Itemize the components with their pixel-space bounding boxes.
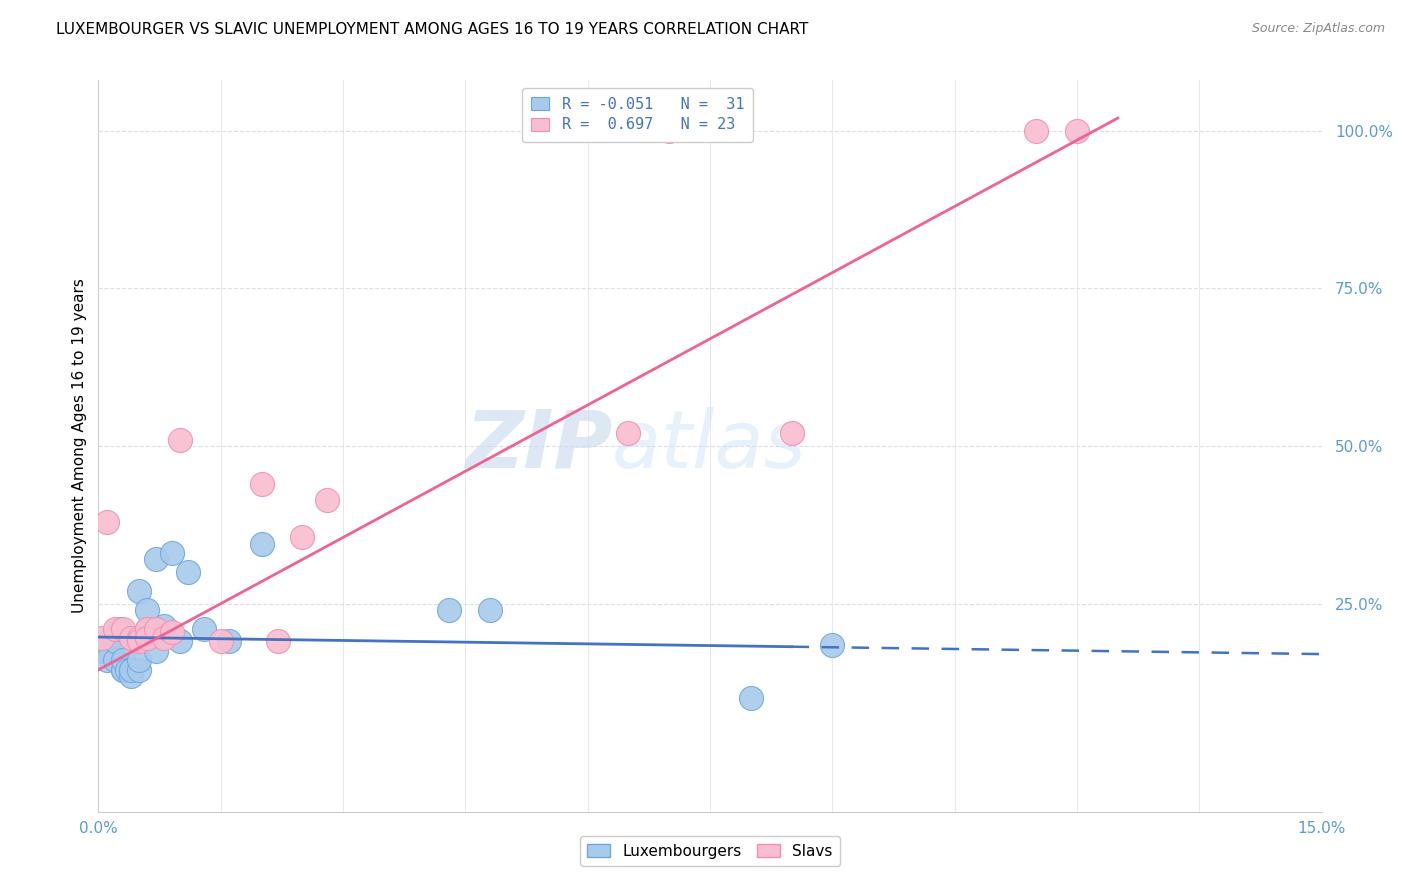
Point: [291, 530, 314, 544]
Point: [617, 426, 640, 441]
Point: [104, 653, 127, 667]
Point: [437, 603, 460, 617]
Point: [111, 653, 134, 667]
Point: [128, 663, 150, 677]
Point: [1066, 124, 1088, 138]
Point: [104, 622, 127, 636]
Point: [821, 638, 844, 652]
Point: [91, 632, 114, 646]
Point: [145, 644, 167, 658]
Point: [177, 565, 200, 579]
Point: [169, 433, 191, 447]
Point: [315, 492, 337, 507]
Point: [96, 515, 118, 529]
Point: [136, 622, 159, 636]
Point: [111, 622, 134, 636]
Point: [128, 632, 150, 646]
Point: [128, 653, 150, 667]
Point: [658, 124, 681, 138]
Point: [136, 622, 159, 636]
Point: [267, 634, 290, 648]
Legend: Luxembourgers, Slavs: Luxembourgers, Slavs: [579, 836, 841, 866]
Point: [160, 625, 183, 640]
Point: [169, 634, 191, 648]
Point: [1025, 124, 1047, 138]
Point: [250, 476, 273, 491]
Point: [120, 669, 142, 683]
Text: atlas: atlas: [612, 407, 807, 485]
Point: [250, 537, 273, 551]
Point: [111, 663, 134, 677]
Point: [152, 632, 174, 646]
Point: [152, 618, 174, 632]
Point: [91, 644, 114, 658]
Point: [100, 632, 122, 646]
Point: [108, 622, 131, 636]
Point: [128, 634, 150, 648]
Point: [160, 546, 183, 560]
Point: [780, 426, 803, 441]
Point: [136, 632, 159, 646]
Point: [104, 634, 127, 648]
Y-axis label: Unemployment Among Ages 16 to 19 years: Unemployment Among Ages 16 to 19 years: [72, 278, 87, 614]
Point: [209, 634, 232, 648]
Text: Source: ZipAtlas.com: Source: ZipAtlas.com: [1251, 22, 1385, 36]
Point: [478, 603, 501, 617]
Text: ZIP: ZIP: [465, 407, 612, 485]
Point: [740, 691, 762, 706]
Text: LUXEMBOURGER VS SLAVIC UNEMPLOYMENT AMONG AGES 16 TO 19 YEARS CORRELATION CHART: LUXEMBOURGER VS SLAVIC UNEMPLOYMENT AMON…: [56, 22, 808, 37]
Point: [111, 663, 134, 677]
Point: [128, 584, 150, 599]
Point: [120, 663, 142, 677]
Point: [120, 632, 142, 646]
Point: [218, 634, 240, 648]
Point: [193, 622, 215, 636]
Point: [120, 663, 142, 677]
Point: [145, 552, 167, 566]
Point: [96, 653, 118, 667]
Point: [145, 622, 167, 636]
Point: [136, 603, 159, 617]
Point: [115, 663, 138, 677]
